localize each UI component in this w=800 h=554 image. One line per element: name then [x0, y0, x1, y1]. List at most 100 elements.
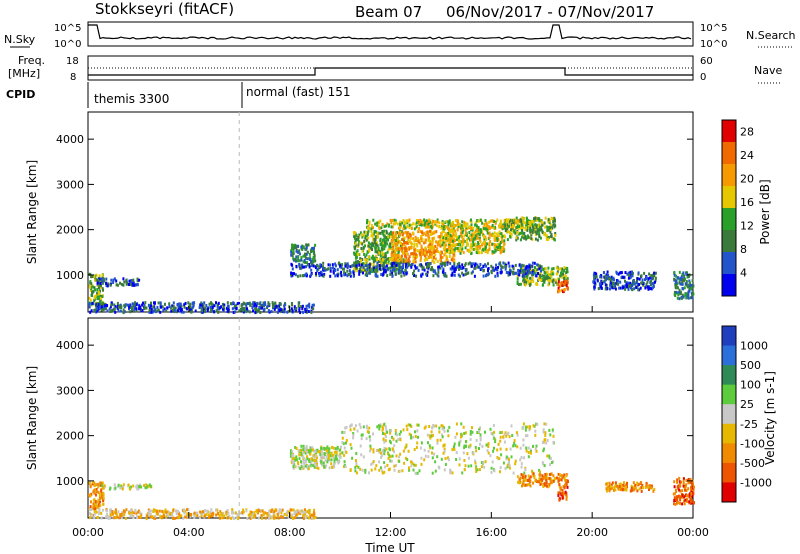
range-cell: [521, 475, 524, 479]
range-cell: [370, 227, 373, 231]
range-cell: [673, 271, 676, 274]
range-cell: [517, 481, 520, 485]
range-cell: [442, 272, 445, 276]
range-cell: [391, 259, 394, 263]
range-cell: [231, 307, 234, 311]
range-cell: [365, 424, 368, 428]
range-cell: [323, 446, 326, 450]
range-cell: [98, 511, 101, 515]
range-cell: [305, 252, 308, 256]
range-cell: [368, 248, 371, 252]
range-cell: [526, 226, 529, 230]
range-cell: [683, 279, 685, 283]
range-cell: [434, 253, 437, 257]
range-cell: [345, 439, 348, 442]
range-cell: [132, 515, 135, 519]
range-cell: [311, 262, 314, 266]
range-cell: [97, 295, 100, 299]
range-cell: [170, 309, 173, 313]
range-cell: [99, 496, 102, 500]
range-cell: [678, 288, 681, 292]
range-cell: [467, 236, 470, 240]
range-cell: [193, 301, 196, 305]
range-cell: [407, 236, 410, 240]
range-cell: [370, 246, 373, 250]
range-cell: [397, 254, 400, 257]
range-cell: [291, 273, 294, 277]
range-cell: [171, 513, 174, 517]
range-cell: [604, 283, 607, 287]
range-cell: [342, 267, 344, 271]
range-cell: [488, 243, 491, 246]
range-cell: [374, 238, 377, 241]
range-cell: [380, 454, 383, 458]
range-cell: [529, 475, 532, 479]
range-cell: [408, 466, 410, 470]
range-cell: [601, 282, 604, 285]
range-cell: [551, 217, 554, 220]
range-cell: [500, 270, 503, 274]
range-cell: [475, 449, 478, 453]
range-cell: [98, 492, 101, 496]
range-cell: [458, 265, 461, 268]
range-cell: [154, 508, 157, 512]
range-cell: [88, 508, 91, 512]
range-cell: [439, 237, 442, 241]
range-cell: [120, 516, 123, 520]
range-cell: [483, 234, 486, 238]
range-cell: [527, 279, 530, 283]
range-cell: [479, 268, 482, 271]
range-cell: [420, 247, 423, 250]
range-cell: [539, 273, 541, 277]
range-cell: [429, 242, 432, 246]
range-cell: [523, 274, 526, 278]
range-cell: [479, 246, 481, 250]
range-cell: [312, 454, 315, 458]
range-cell: [159, 515, 162, 519]
range-cell: [147, 513, 150, 517]
range-cell: [273, 510, 276, 514]
range-cell: [487, 442, 490, 446]
range-cell: [360, 437, 363, 441]
range-cell: [562, 282, 565, 286]
range-cell: [268, 509, 271, 513]
range-cell: [558, 289, 561, 293]
range-cell: [505, 455, 508, 459]
range-cell: [556, 272, 559, 276]
range-cell: [560, 281, 563, 285]
range-cell: [135, 511, 138, 515]
range-cell: [619, 271, 622, 275]
range-cell: [93, 309, 96, 312]
range-cell: [469, 445, 472, 449]
range-cell: [207, 307, 209, 311]
range-cell: [438, 243, 441, 247]
range-cell: [516, 236, 519, 240]
range-cell: [116, 301, 119, 305]
range-cell: [412, 468, 415, 472]
range-cell: [283, 307, 286, 311]
range-cell: [499, 251, 502, 255]
range-cell: [450, 237, 453, 241]
range-cell: [650, 274, 653, 278]
range-cell: [93, 286, 96, 290]
range-cell: [442, 444, 445, 448]
range-cell: [295, 264, 298, 268]
range-cell: [172, 508, 175, 512]
range-cell: [293, 463, 296, 467]
range-cell: [365, 261, 368, 265]
range-cell: [172, 306, 175, 310]
range-cell: [561, 275, 564, 279]
range-cell: [452, 232, 455, 236]
range-cell: [429, 233, 432, 236]
range-cell: [654, 278, 657, 282]
range-cell: [604, 287, 607, 291]
range-cell: [312, 463, 315, 467]
range-cell: [550, 279, 552, 283]
range-cell: [131, 308, 133, 312]
range-cell: [306, 455, 309, 459]
range-cell: [424, 233, 427, 237]
range-cell: [100, 494, 103, 498]
range-cell: [392, 448, 395, 452]
range-cell: [640, 486, 643, 490]
range-cell: [410, 227, 413, 230]
